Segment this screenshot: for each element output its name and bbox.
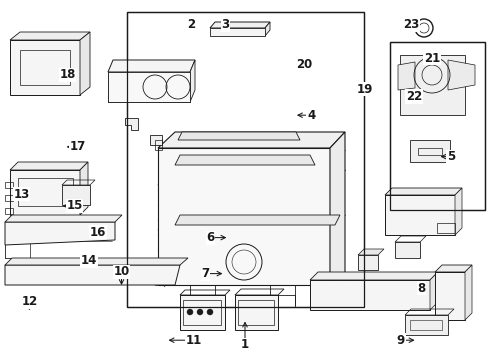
Polygon shape [10, 162, 88, 170]
Text: 2: 2 [187, 18, 195, 31]
Polygon shape [210, 22, 270, 28]
Text: 1: 1 [241, 338, 249, 351]
Bar [127, 12, 364, 307]
Bar [5, 195, 13, 201]
Text: 14: 14 [81, 255, 98, 267]
Text: 4: 4 [307, 109, 315, 122]
Polygon shape [158, 148, 330, 285]
Polygon shape [80, 162, 88, 215]
Polygon shape [150, 135, 162, 145]
Polygon shape [5, 222, 115, 245]
Polygon shape [108, 72, 190, 102]
Polygon shape [310, 280, 430, 310]
Polygon shape [108, 60, 195, 72]
Polygon shape [358, 255, 378, 270]
Polygon shape [448, 60, 475, 90]
Polygon shape [395, 242, 420, 258]
Text: 9: 9 [397, 334, 405, 347]
Text: 11: 11 [185, 334, 202, 347]
Text: 10: 10 [113, 265, 130, 278]
Polygon shape [310, 272, 438, 280]
Polygon shape [5, 258, 188, 265]
Polygon shape [80, 32, 90, 95]
Polygon shape [358, 249, 384, 255]
Text: 16: 16 [90, 226, 106, 239]
Text: 12: 12 [21, 295, 38, 308]
Polygon shape [235, 295, 278, 330]
Polygon shape [385, 188, 462, 195]
Polygon shape [385, 195, 455, 235]
Text: 15: 15 [66, 199, 83, 212]
Bar [5, 182, 13, 188]
Polygon shape [435, 272, 465, 320]
Bar [437, 223, 455, 233]
Circle shape [207, 309, 213, 315]
Polygon shape [5, 265, 180, 285]
Polygon shape [265, 22, 270, 36]
Polygon shape [5, 215, 122, 222]
Bar [390, 42, 485, 210]
Bar [410, 320, 442, 330]
Polygon shape [330, 132, 345, 285]
Polygon shape [175, 215, 340, 225]
Text: 7: 7 [202, 267, 210, 280]
Polygon shape [398, 62, 415, 90]
Polygon shape [158, 132, 345, 148]
Text: 20: 20 [295, 58, 312, 71]
Text: 18: 18 [59, 68, 76, 81]
Bar [238, 300, 274, 325]
Text: 5: 5 [447, 150, 455, 163]
Polygon shape [180, 295, 225, 330]
Bar [183, 300, 221, 325]
Polygon shape [10, 32, 90, 40]
Polygon shape [125, 118, 138, 130]
Polygon shape [10, 170, 80, 215]
Text: 21: 21 [424, 52, 441, 65]
Text: 13: 13 [13, 188, 30, 201]
Bar [18, 178, 73, 206]
Polygon shape [430, 272, 438, 310]
Bar [190, 295, 215, 307]
Bar [390, 42, 485, 210]
Bar [127, 12, 364, 307]
Text: 19: 19 [357, 83, 373, 96]
Text: 3: 3 [221, 18, 229, 31]
Bar [5, 208, 13, 214]
Text: 22: 22 [406, 90, 422, 103]
Text: 6: 6 [207, 231, 215, 244]
Bar [20, 50, 70, 85]
Text: 8: 8 [417, 282, 425, 294]
Polygon shape [178, 132, 300, 140]
Polygon shape [175, 155, 315, 165]
Polygon shape [10, 40, 80, 95]
Polygon shape [455, 188, 462, 235]
Text: 23: 23 [403, 18, 420, 31]
Circle shape [187, 309, 193, 315]
Polygon shape [62, 185, 90, 205]
Text: 17: 17 [69, 140, 86, 153]
Polygon shape [190, 60, 195, 102]
Circle shape [197, 309, 203, 315]
Polygon shape [210, 28, 265, 36]
Polygon shape [410, 140, 450, 162]
Polygon shape [435, 265, 472, 272]
Polygon shape [400, 55, 465, 115]
Polygon shape [405, 315, 448, 335]
Polygon shape [465, 265, 472, 320]
Bar [270, 295, 295, 307]
